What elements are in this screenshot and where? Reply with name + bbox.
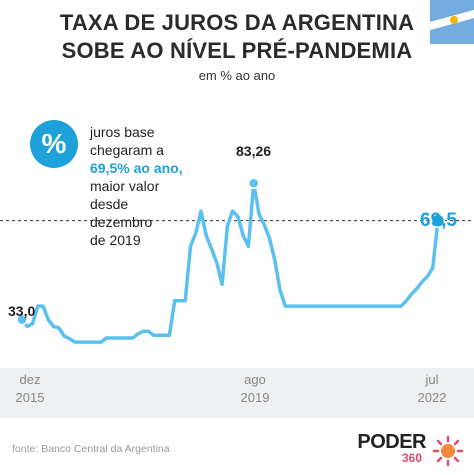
x-tick-month: ago: [244, 372, 266, 387]
annotation-text: juros base chegaram a 69,5% ao ano, maio…: [90, 123, 250, 249]
annotation-line: juros base: [90, 124, 155, 140]
source-note: fonte: Banco Central da Argentina: [12, 443, 170, 455]
annotation-line: maior valor: [90, 178, 160, 194]
x-tick-year: 2015: [15, 390, 45, 405]
x-tick-label: dez 2015: [8, 371, 52, 407]
x-tick-year: 2019: [240, 390, 270, 405]
series-line: [20, 181, 440, 344]
annotation-line: chegaram a: [90, 142, 164, 158]
annotation-line: desde: [90, 196, 129, 212]
logo-wordmark: PODER: [357, 431, 426, 453]
data-point: [16, 313, 28, 326]
x-tick-label: ago 2019: [233, 371, 277, 407]
data-label-start: 33,0: [8, 303, 36, 319]
x-tick-month: dez: [19, 372, 41, 387]
data-point: [430, 213, 446, 228]
chart-title-line1: TAXA DE JUROS DA ARGENTINA: [59, 10, 415, 35]
data-label-end: 69,5: [420, 210, 457, 231]
chart-title-line2: SOBE AO NÍVEL PRÉ-PANDEMIA: [61, 38, 413, 63]
x-tick-year: 2022: [417, 390, 447, 405]
chart-subtitle: em % ao ano: [198, 68, 276, 83]
data-point: [247, 177, 260, 190]
logo-360: 360: [401, 451, 422, 465]
annotation-line: dezembro: [90, 214, 153, 230]
x-tick-label: jul 2022: [410, 371, 454, 407]
argentina-flag-icon: [430, 0, 474, 44]
x-tick-month: jul: [425, 372, 439, 387]
annotation-highlight: 69,5% ao ano,: [90, 160, 183, 176]
data-label-peak: 83,26: [236, 143, 272, 159]
sun-icon: [432, 435, 464, 467]
percent-icon: %: [30, 120, 78, 168]
annotation-line: de 2019: [90, 232, 141, 248]
x-axis-band: [0, 368, 474, 418]
poder360-logo: PODER 360: [344, 431, 464, 471]
